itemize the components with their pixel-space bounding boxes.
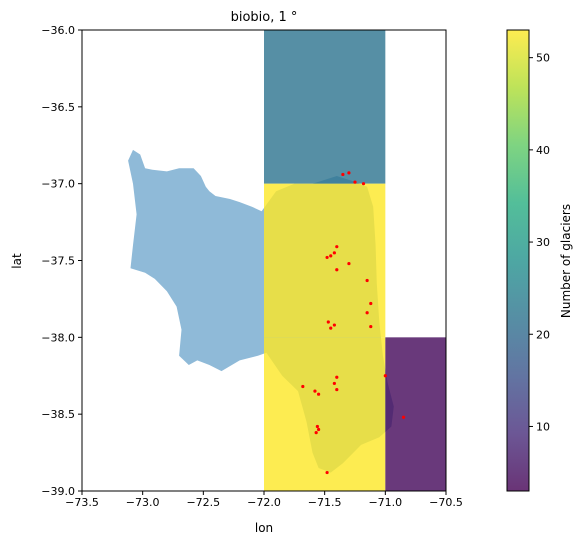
glacier-12 (329, 327, 332, 330)
x-tick-label: −71.5 (308, 496, 342, 509)
glacier-25 (317, 428, 320, 431)
glacier-21 (317, 393, 320, 396)
glacier-26 (301, 385, 304, 388)
colorbar-label: Number of glaciers (559, 204, 573, 318)
grid-cell-1 (264, 30, 385, 184)
glacier-13 (327, 320, 330, 323)
glacier-29 (325, 471, 328, 474)
glacier-14 (333, 323, 336, 326)
glacier-6 (333, 251, 336, 254)
glacier-11 (347, 262, 350, 265)
grid-cell-4 (385, 337, 446, 491)
colorbar-tick-label: 20 (536, 328, 550, 341)
chart-title: biobio, 1 ° (231, 10, 298, 25)
x-tick-label: −71.0 (368, 496, 402, 509)
glacier-22 (313, 390, 316, 393)
x-tick-label: −70.5 (429, 496, 463, 509)
y-axis: −36.0 −36.5 −37.0 −37.5 −38.0 −38.5 −39.0 (41, 24, 82, 498)
glacier-27 (384, 374, 387, 377)
glacier-24 (315, 431, 318, 434)
y-tick-label: −37.5 (41, 255, 75, 268)
y-axis-label: lat (10, 253, 24, 269)
x-tick-label: −73.0 (126, 496, 160, 509)
glacier-8 (325, 256, 328, 259)
glacier-5 (335, 245, 338, 248)
x-axis-label: lon (255, 521, 273, 535)
y-tick-label: −36.5 (41, 101, 75, 114)
glacier-18 (335, 376, 338, 379)
glacier-1 (341, 173, 344, 176)
colorbar-tick-label: 50 (536, 52, 550, 65)
x-axis: −73.5 −73.0 −72.5 −72.0 −71.5 −71.0 −70.5 (65, 491, 463, 509)
glacier-23 (316, 425, 319, 428)
y-tick-label: −37.0 (41, 178, 75, 191)
glacier-20 (335, 388, 338, 391)
glacier-28 (402, 416, 405, 419)
y-tick-label: −38.5 (41, 408, 75, 421)
glacier-9 (335, 268, 338, 271)
glacier-16 (369, 325, 372, 328)
glacier-2 (347, 171, 350, 174)
glacier-3 (353, 181, 356, 184)
glacier-15 (366, 311, 369, 314)
glacier-4 (362, 182, 365, 185)
colorbar-tick-label: 10 (536, 420, 550, 433)
colorbar (507, 30, 529, 491)
y-tick-label: −36.0 (41, 24, 75, 37)
glacier-19 (333, 382, 336, 385)
x-tick-label: −72.5 (186, 496, 220, 509)
colorbar-axis: 10 20 30 40 50 (529, 52, 550, 434)
y-tick-label: −39.0 (41, 485, 75, 498)
colorbar-tick-label: 30 (536, 236, 550, 249)
x-tick-label: −72.0 (247, 496, 281, 509)
grid-cell-3 (264, 337, 385, 491)
y-tick-label: −38.0 (41, 331, 75, 344)
colorbar-tick-label: 40 (536, 144, 550, 157)
glacier-7 (329, 254, 332, 257)
glacier-17 (369, 302, 372, 305)
glacier-10 (366, 279, 369, 282)
plot-area (128, 30, 446, 491)
